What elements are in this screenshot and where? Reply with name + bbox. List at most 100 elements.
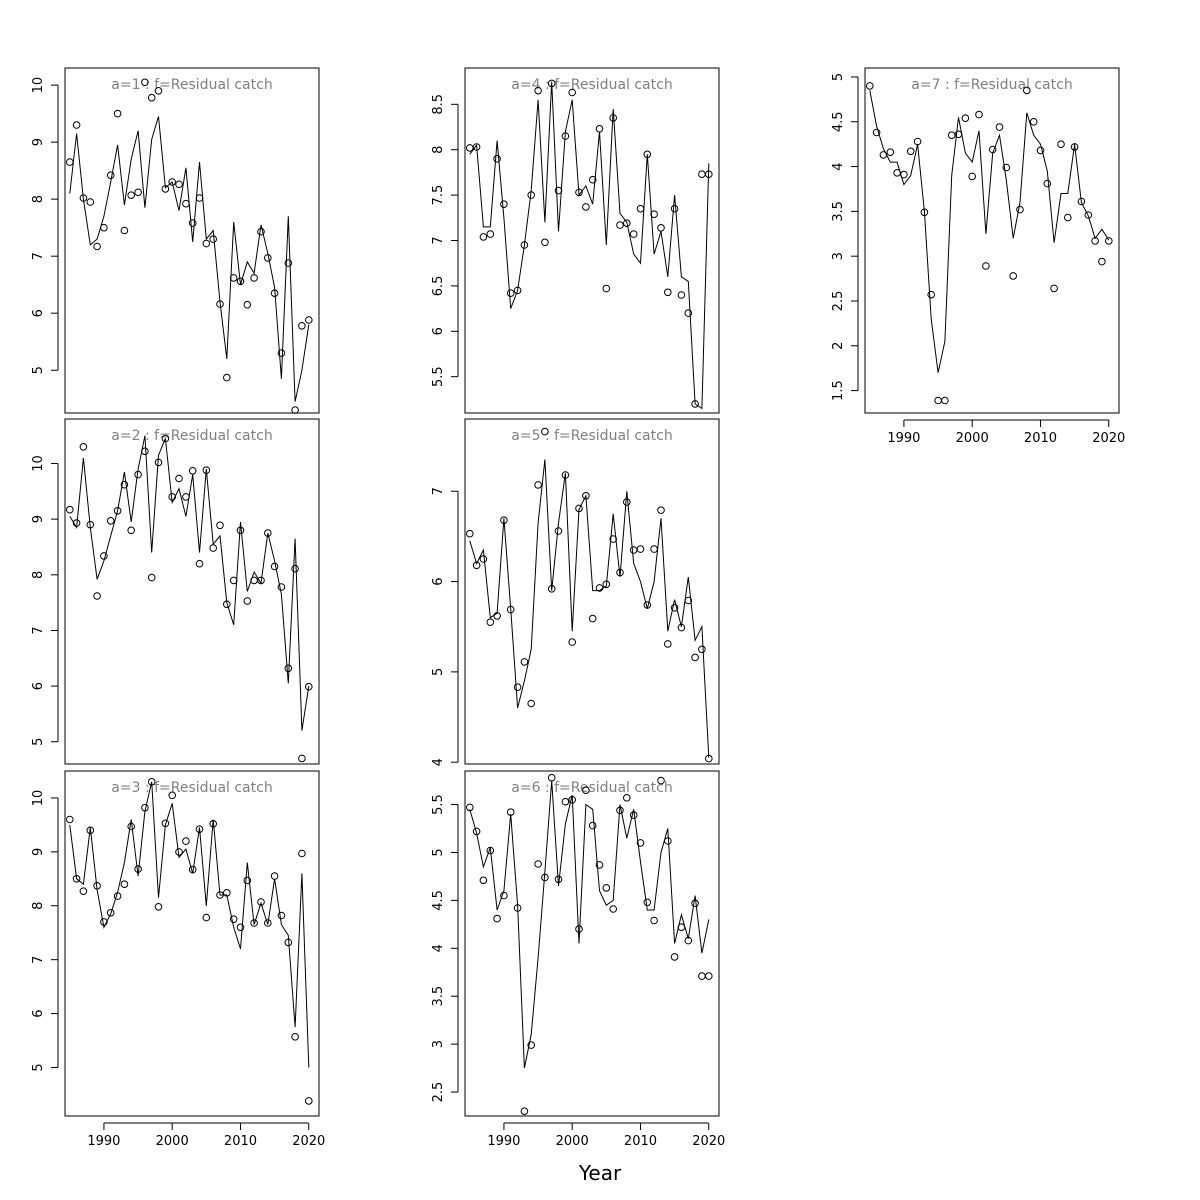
observed-point	[291, 1033, 299, 1041]
observed-point	[575, 188, 583, 197]
observed-point	[636, 204, 645, 213]
observed-point	[541, 238, 549, 247]
y-tick-label: 6	[31, 1009, 46, 1017]
observed-point	[1077, 197, 1086, 206]
observed-point	[257, 576, 265, 585]
observed-point	[1036, 146, 1045, 155]
y-tick-label: 5	[431, 848, 446, 856]
observed-point	[527, 699, 536, 708]
x-tick-label: 1990	[487, 1134, 520, 1149]
observed-point	[582, 786, 590, 795]
observed-point	[277, 349, 286, 357]
observed-point	[86, 520, 95, 529]
y-tick-label: 4	[431, 758, 446, 766]
observed-point	[975, 110, 983, 119]
observed-point	[554, 527, 563, 535]
observed-point	[168, 791, 176, 800]
observed-point	[705, 972, 713, 980]
observed-point	[154, 903, 163, 911]
y-tick-label: 9	[31, 515, 46, 523]
y-tick-label: 7	[31, 956, 46, 964]
x-tick-label: 2010	[624, 1134, 657, 1149]
observed-point	[609, 905, 618, 913]
observed-point	[236, 923, 245, 932]
fitted-line	[69, 116, 310, 402]
observed-point	[106, 909, 115, 917]
fitted-line	[469, 459, 710, 758]
observed-point	[629, 546, 638, 554]
observed-point	[1105, 237, 1113, 245]
observed-point	[582, 492, 590, 500]
observed-point	[175, 180, 183, 189]
plot-frame	[64, 418, 320, 765]
x-tick-label: 1990	[87, 1134, 120, 1149]
observed-point	[127, 822, 135, 831]
y-tick-label: 5.5	[431, 366, 446, 387]
observed-point	[677, 291, 686, 299]
observed-point	[513, 286, 522, 295]
observed-point	[623, 219, 631, 227]
observed-point	[595, 584, 604, 592]
observed-point	[479, 555, 488, 563]
y-tick-label: 8	[31, 902, 46, 910]
observed-point	[147, 93, 156, 102]
observed-point	[941, 396, 949, 405]
panel-a5: a=5 : f=Residual catch 4 5 6 7	[431, 418, 720, 766]
observed-point	[1043, 179, 1052, 188]
observed-point	[961, 114, 970, 122]
observed-point	[188, 219, 197, 227]
observed-point	[636, 545, 645, 553]
y-tick-label: 10	[31, 790, 46, 807]
fitted-line	[469, 780, 710, 1069]
observed-point	[257, 898, 265, 906]
observed-point	[188, 467, 197, 475]
observed-point	[568, 796, 577, 804]
plot-frame	[864, 67, 1120, 414]
observed-point	[968, 172, 977, 181]
observed-point	[264, 919, 272, 927]
y-tick-label: 5	[31, 366, 46, 374]
x-tick-label: 2000	[556, 1134, 589, 1149]
observed-point	[995, 123, 1004, 131]
y-tick-label: 5.5	[431, 794, 446, 815]
observed-point	[602, 284, 611, 293]
observed-point	[650, 916, 658, 925]
observed-point	[541, 873, 549, 882]
observed-point	[664, 288, 672, 297]
observed-point	[202, 466, 211, 475]
observed-point	[93, 242, 101, 251]
observed-point	[520, 1107, 529, 1115]
observed-point	[202, 913, 211, 922]
observed-point	[298, 322, 306, 330]
x-tick-label: 2020	[292, 1134, 325, 1149]
observed-point	[134, 865, 142, 873]
observed-point	[141, 803, 149, 812]
x-tick-label: 2020	[692, 1134, 725, 1149]
observed-point	[182, 199, 190, 208]
observed-point	[106, 171, 115, 179]
observed-point	[305, 1097, 313, 1105]
observed-point	[223, 373, 231, 382]
observed-point	[623, 794, 631, 802]
observed-point	[209, 235, 217, 243]
y-tick-label: 1.5	[831, 380, 846, 401]
observed-point	[643, 150, 652, 159]
observed-point	[520, 658, 529, 666]
observed-point	[209, 820, 217, 828]
observed-point	[698, 170, 706, 178]
y-tick-label: 3	[431, 1040, 446, 1048]
observed-point	[554, 186, 563, 195]
y-tick-label: 2.5	[431, 1082, 446, 1103]
observed-point	[66, 505, 74, 514]
y-tick-label: 7	[431, 487, 446, 495]
x-tick-label: 2000	[156, 1134, 189, 1149]
observed-point	[500, 200, 508, 208]
observed-point	[175, 474, 183, 483]
y-tick-label: 6	[431, 327, 446, 335]
panel-a3: a=3 : f=Residual catch 5 6 7 8 9 10 1990 2000 201…	[31, 770, 325, 1149]
observed-point	[588, 614, 597, 623]
observed-point	[893, 169, 901, 177]
observed-point	[616, 568, 624, 577]
y-tick-label: 3.5	[431, 986, 446, 1007]
observed-point	[705, 170, 713, 178]
